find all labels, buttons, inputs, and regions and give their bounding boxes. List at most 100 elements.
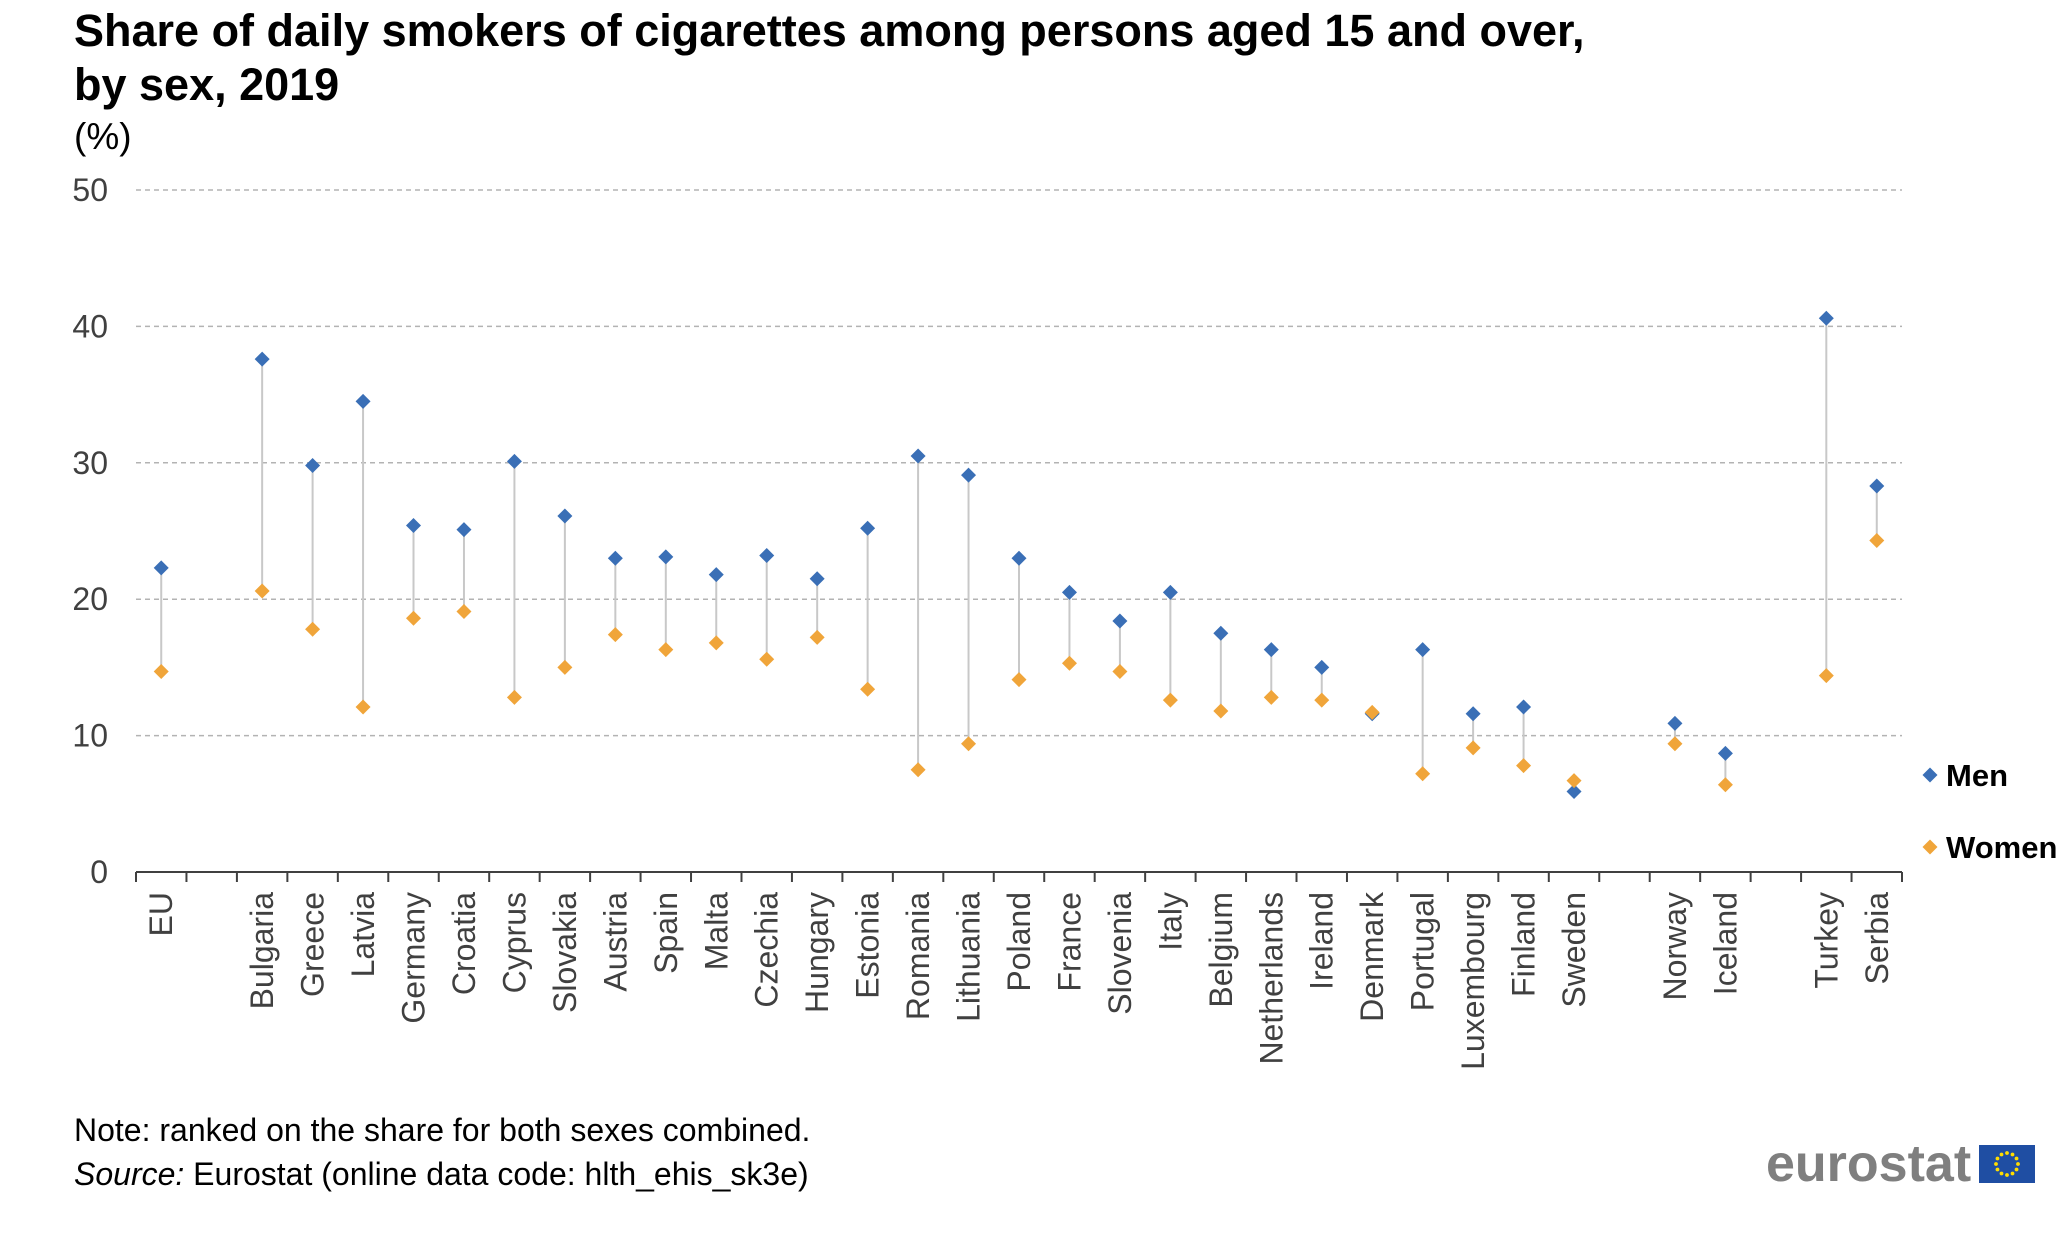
women-point — [759, 651, 775, 667]
x-tick-label: Belgium — [1203, 892, 1239, 1008]
x-tick-label: Norway — [1657, 892, 1693, 1000]
y-axis-ticks: 0 10 20 30 40 50 — [72, 172, 108, 890]
flag-star — [2014, 1167, 2019, 1172]
men-point — [1263, 642, 1279, 658]
men-point — [1869, 478, 1885, 494]
women-point — [708, 635, 724, 651]
women-point — [1364, 704, 1380, 720]
men-point — [1061, 584, 1077, 600]
women-point — [1516, 758, 1532, 774]
x-tick-label: Slovenia — [1102, 892, 1138, 1015]
men-point — [607, 550, 623, 566]
men-point — [456, 522, 472, 538]
x-tick-label: Germany — [396, 892, 432, 1024]
men-point — [1112, 613, 1128, 629]
flag-star — [2014, 1156, 2019, 1161]
men-point — [809, 571, 825, 587]
women-point — [1213, 703, 1229, 719]
chart-note: Note: ranked on the share for both sexes… — [74, 1112, 811, 1148]
men-point — [1667, 715, 1683, 731]
legend-label-women: Women — [1946, 830, 2057, 865]
flag-star — [1999, 1171, 2004, 1176]
women-point — [1415, 766, 1431, 782]
x-tick-label: Cyprus — [496, 892, 532, 993]
men-point — [759, 548, 775, 564]
x-tick-label: France — [1051, 892, 1087, 992]
women-point — [658, 642, 674, 658]
source-text: Eurostat (online data code: hlth_ehis_sk… — [184, 1156, 809, 1192]
x-tick-label: Bulgaria — [244, 892, 280, 1010]
x-tick-label: Austria — [597, 892, 633, 992]
men-point — [658, 549, 674, 565]
flag-star — [2005, 1173, 2010, 1177]
y-tick-label: 0 — [90, 854, 108, 890]
men-point — [910, 448, 926, 464]
x-tick-label: Netherlands — [1253, 892, 1289, 1065]
women-point — [1162, 692, 1178, 708]
x-tick-label: Estonia — [850, 892, 886, 999]
men-point — [1818, 310, 1834, 326]
x-tick-label: Slovakia — [547, 892, 583, 1013]
x-tick-label: Ireland — [1304, 892, 1340, 990]
men-point — [406, 518, 422, 534]
men-point — [1566, 784, 1582, 800]
men-point — [1516, 699, 1532, 715]
x-tick-label: Greece — [295, 892, 331, 997]
men-point — [1415, 642, 1431, 658]
women-point — [1717, 777, 1733, 793]
y-tick-label: 50 — [72, 172, 108, 208]
men-point — [961, 467, 977, 483]
x-tick-label: Latvia — [345, 892, 381, 978]
x-tick-label: Portugal — [1405, 892, 1441, 1011]
x-tick-label: Hungary — [799, 892, 835, 1013]
x-tick-label: Serbia — [1859, 892, 1895, 985]
x-tick-label: Romania — [900, 892, 936, 1020]
women-point — [1263, 689, 1279, 705]
women-point — [1112, 663, 1128, 679]
y-tick-label: 10 — [72, 718, 108, 754]
women-point — [910, 762, 926, 778]
x-tick-label: Italy — [1152, 892, 1188, 951]
flag-star — [1994, 1162, 1999, 1166]
x-tick-label: Spain — [648, 892, 684, 974]
women-point — [860, 681, 876, 697]
y-tick-label: 40 — [72, 308, 108, 344]
eurostat-logo: eurostat — [1766, 1134, 2036, 1194]
women-point — [254, 583, 270, 599]
men-point — [506, 453, 522, 469]
women-point — [406, 610, 422, 626]
flag-star — [2016, 1162, 2021, 1166]
men-point — [254, 351, 270, 367]
women-point — [506, 689, 522, 705]
men-point — [355, 393, 371, 409]
y-tick-label: 30 — [72, 445, 108, 481]
women-point — [1869, 533, 1885, 549]
x-tick-label: Luxembourg — [1455, 892, 1491, 1070]
x-tick-label: Czechia — [749, 892, 785, 1008]
flag-star — [2010, 1152, 2015, 1157]
x-tick-label: Poland — [1001, 892, 1037, 992]
source-label: Source: — [74, 1156, 185, 1192]
x-tick-label: EU — [143, 892, 179, 936]
women-point — [355, 699, 371, 715]
women-point — [1314, 692, 1330, 708]
men-point — [153, 560, 169, 576]
x-axis: EU Bulgaria Greece Latvia Germany Croatia Cypr… — [135, 871, 1903, 1070]
eu-flag-icon — [1979, 1145, 2036, 1183]
flag-star — [2005, 1151, 2010, 1155]
legend-label-men: Men — [1946, 758, 2008, 793]
unit-label: (%) — [74, 116, 132, 157]
x-tick-label: Sweden — [1556, 892, 1592, 1008]
women-point — [1818, 668, 1834, 684]
men-point — [1011, 550, 1027, 566]
women-point — [1061, 655, 1077, 671]
men-point — [1162, 584, 1178, 600]
data-points — [153, 310, 1885, 800]
x-tick-label: Malta — [698, 892, 734, 970]
men-point — [708, 567, 724, 583]
men-point — [860, 520, 876, 536]
men-point — [557, 508, 573, 524]
x-tick-label: Iceland — [1707, 892, 1743, 995]
y-tick-label: 20 — [72, 581, 108, 617]
